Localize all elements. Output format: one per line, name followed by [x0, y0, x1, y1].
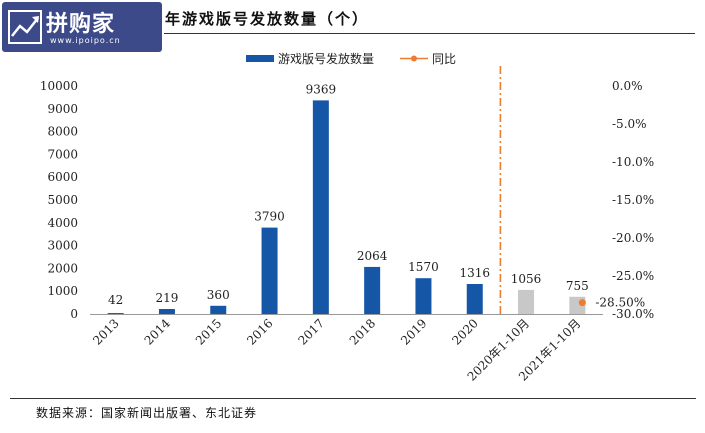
bar — [415, 278, 432, 314]
data-labels: 42 219 360 3790 9369 2064 1570 1316 1056 755 -28.5… — [108, 82, 645, 309]
bar-value-label: 2064 — [357, 249, 388, 263]
bar — [466, 283, 483, 314]
left-tick-label: 6000 — [47, 170, 78, 184]
x-tick-label: 2013 — [90, 316, 121, 347]
bars — [107, 100, 586, 314]
left-tick-label: 10000 — [40, 79, 78, 93]
x-tick-label: 2017 — [295, 316, 326, 347]
bar-value-label: 755 — [566, 279, 589, 293]
right-tick-label: -20.0% — [612, 231, 654, 245]
bar-value-label: 219 — [155, 291, 178, 305]
x-axis: 2013 2014 2015 2016 2017 2018 2019 20202020年1-1… — [90, 314, 603, 384]
logo-url: www.ipoipo.cn — [50, 36, 121, 45]
right-tick-label: -15.0% — [612, 193, 654, 207]
bar-value-label: 360 — [207, 288, 230, 302]
x-tick-label: 2016 — [244, 316, 275, 347]
yoy-point — [578, 299, 586, 307]
bar — [210, 305, 227, 314]
chart-logo-icon — [8, 10, 42, 44]
bar — [518, 289, 535, 314]
left-tick-label: 7000 — [47, 147, 78, 161]
left-tick-label: 2000 — [47, 261, 78, 275]
left-tick-label: 3000 — [47, 239, 78, 253]
logo: 拼购家 www.ipoipo.cn — [2, 2, 162, 52]
bar — [312, 100, 329, 314]
yoy-value-label: -28.50% — [595, 296, 645, 310]
bar-value-label: 42 — [108, 293, 123, 307]
legend-swatch-point — [411, 55, 417, 62]
bar — [158, 309, 175, 314]
right-tick-label: -25.0% — [612, 269, 654, 283]
bar-value-label: 9369 — [306, 82, 337, 96]
bar — [261, 227, 278, 314]
logo-text: 拼购家 — [46, 12, 116, 37]
left-tick-label: 8000 — [47, 125, 78, 139]
bar — [364, 266, 381, 314]
legend-label-bar: 游戏版号发放数量 — [278, 51, 374, 66]
legend: 游戏版号发放数量 同比 — [246, 51, 456, 66]
right-tick-label: -10.0% — [612, 155, 654, 169]
left-tick-label: 1000 — [47, 284, 78, 298]
x-tick-label: 2018 — [347, 316, 378, 347]
x-tick-label: 2019 — [398, 316, 429, 347]
bar-value-label: 1056 — [511, 272, 542, 286]
right-tick-label: -30.0% — [612, 307, 654, 321]
bar-value-label: 1316 — [459, 266, 490, 280]
overlay — [499, 66, 586, 314]
footer-divider — [10, 398, 696, 399]
x-tick-label: 2020 — [449, 316, 480, 347]
legend-swatch-bar — [246, 55, 274, 62]
right-tick-label: -5.0% — [612, 117, 647, 131]
x-tick-label: 2014 — [142, 316, 174, 348]
right-y-axis: 0.0% -5.0% -10.0% -15.0% -20.0% -25.0% -30.0% — [612, 79, 654, 321]
left-tick-label: 5000 — [47, 193, 78, 207]
right-tick-label: 0.0% — [612, 79, 643, 93]
source-note: 数据来源：国家新闻出版署、东北证券 — [36, 406, 258, 420]
bar — [107, 313, 124, 314]
bar-value-label: 1570 — [408, 260, 439, 274]
chart-title: 年游戏版号发放数量（个） — [165, 10, 370, 28]
x-tick-label: 2015 — [193, 316, 224, 347]
left-tick-label: 9000 — [47, 102, 78, 116]
bar-value-label: 3790 — [254, 210, 285, 224]
legend-label-yoy: 同比 — [432, 52, 456, 66]
left-tick-label: 0 — [70, 307, 78, 321]
left-y-axis: 0 1000 2000 3000 4000 5000 6000 7000 8000 9000 100… — [40, 79, 78, 321]
title-divider — [164, 33, 695, 34]
left-tick-label: 4000 — [47, 216, 78, 230]
